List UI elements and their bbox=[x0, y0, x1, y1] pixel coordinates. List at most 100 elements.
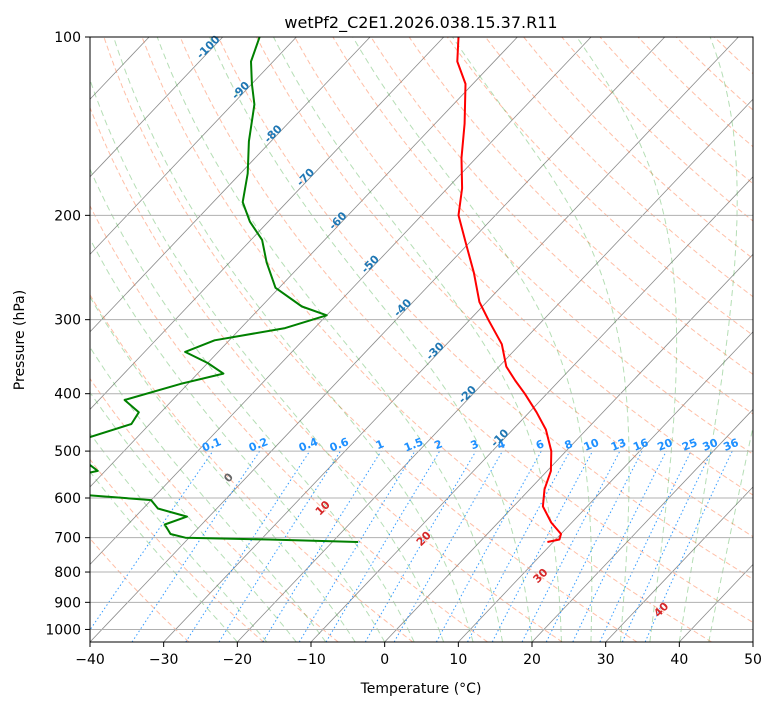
moist-adiabat-line bbox=[678, 37, 738, 642]
x-tick-label: −20 bbox=[223, 652, 253, 668]
dry-adiabat-line bbox=[103, 37, 638, 642]
mixing-ratio-label: 16 bbox=[631, 436, 650, 454]
x-axis: −40 −30 −20 −10 0 10 20 30 40 50 bbox=[75, 642, 762, 668]
x-tick-label: 50 bbox=[744, 652, 762, 668]
isotherm-line bbox=[605, 486, 753, 642]
pressure-gridlines bbox=[90, 37, 753, 630]
dry-adiabat-line bbox=[561, 37, 753, 222]
x-tick-label: 10 bbox=[449, 652, 467, 668]
y-tick-label: 1000 bbox=[45, 622, 81, 638]
dry-adiabat-line bbox=[90, 458, 264, 642]
moist-adiabat-line bbox=[90, 237, 386, 642]
y-tick-label: 400 bbox=[54, 387, 81, 403]
mixing-ratio-line bbox=[298, 450, 416, 642]
moist-adiabat-line bbox=[90, 391, 297, 642]
dry-adiabat-line bbox=[752, 37, 753, 39]
mixing-ratio-line bbox=[262, 450, 382, 642]
y-tick-label: 800 bbox=[54, 565, 81, 581]
isotherm-line bbox=[531, 408, 753, 642]
moist-adiabat-line bbox=[113, 37, 474, 642]
y-tick-label: 700 bbox=[54, 531, 81, 547]
y-tick-label: 300 bbox=[54, 313, 81, 329]
isotherm-line bbox=[752, 641, 753, 642]
mixing-ratio-line bbox=[90, 450, 214, 631]
isotherm-line bbox=[90, 37, 445, 410]
dry-adiabat-line bbox=[370, 37, 753, 415]
isotherm-line bbox=[90, 37, 592, 566]
mixing-ratio-label: 1 bbox=[374, 437, 386, 452]
moist-adiabat-line bbox=[576, 37, 678, 642]
mixing-ratio-label: 13 bbox=[609, 436, 628, 454]
moist-adiabat-line bbox=[352, 37, 593, 642]
dry-adiabat-line bbox=[90, 537, 190, 642]
y-axis-label: Pressure (hPa) bbox=[12, 290, 28, 390]
y-tick-label: 100 bbox=[54, 30, 81, 46]
moist-adiabat-line bbox=[708, 424, 753, 642]
moist-adiabat-line bbox=[90, 432, 268, 642]
moist-adiabat-line bbox=[90, 295, 356, 642]
isotherm-line bbox=[0, 37, 2, 642]
x-tick-label: 20 bbox=[523, 652, 541, 668]
y-tick-label: 900 bbox=[54, 595, 81, 611]
moist-adiabat-line bbox=[90, 78, 445, 642]
moist-adiabat-line bbox=[90, 346, 327, 642]
isotherm-line bbox=[90, 37, 371, 333]
x-tick-label: 40 bbox=[670, 652, 688, 668]
y-tick-label: 200 bbox=[54, 208, 81, 224]
mixing-ratio-line bbox=[131, 450, 261, 642]
plot-background bbox=[90, 37, 753, 642]
dry-adiabat-line bbox=[179, 37, 753, 624]
mixing-ratio-label: 3 bbox=[469, 437, 481, 452]
mixing-ratio-line bbox=[572, 450, 667, 642]
moist-adiabat-line bbox=[90, 470, 238, 642]
mixing-ratio-label: 36 bbox=[721, 436, 740, 454]
dry-adiabat-line bbox=[637, 37, 753, 148]
x-axis-label: Temperature (°C) bbox=[360, 681, 482, 697]
plot-frame bbox=[89, 36, 754, 643]
mixing-ratio-line bbox=[545, 450, 643, 642]
dry-adiabat-line bbox=[408, 37, 753, 375]
isotherm-line bbox=[90, 37, 666, 642]
isotherm-line bbox=[384, 253, 753, 642]
dry-adiabat-line bbox=[256, 37, 753, 538]
dry-adiabat-line bbox=[332, 37, 753, 455]
moist-adiabat-line bbox=[156, 37, 503, 642]
isotherm-line bbox=[163, 37, 739, 642]
moist-adiabat-line bbox=[273, 37, 562, 642]
moist-adiabat-line bbox=[209, 37, 533, 642]
x-tick-label: −10 bbox=[296, 652, 326, 668]
x-tick-label: 0 bbox=[380, 652, 389, 668]
mixing-ratio-line bbox=[185, 450, 311, 642]
mixing-ratio-line bbox=[218, 450, 341, 642]
mixing-ratio-line bbox=[393, 450, 503, 642]
mixing-ratio-label: 2 bbox=[432, 437, 444, 452]
mixing-ratio-label: 20 bbox=[655, 436, 674, 454]
x-tick-label: −30 bbox=[149, 652, 179, 668]
profile-lines bbox=[90, 37, 562, 543]
dry-adiabat-line bbox=[90, 204, 488, 642]
dry-adiabat-line bbox=[485, 37, 753, 298]
dry-adiabat-line bbox=[294, 37, 753, 496]
profile-line bbox=[90, 37, 359, 543]
x-tick-label: −40 bbox=[75, 652, 105, 668]
isotherm-line bbox=[90, 37, 518, 488]
mixing-ratio-label: 10 bbox=[582, 436, 601, 454]
mixing-ratio-line bbox=[644, 450, 733, 642]
isotherm-line bbox=[90, 37, 224, 178]
y-axis: 1000 900 800 700 600 500 400 300 200 100 bbox=[45, 30, 90, 638]
y-tick-label: 600 bbox=[54, 491, 81, 507]
background-lines bbox=[0, 37, 753, 642]
dry-adiabat-line bbox=[141, 37, 712, 642]
mixing-ratio-line bbox=[435, 450, 542, 642]
isotherm-line bbox=[90, 37, 297, 255]
mixing-ratio-label: 8 bbox=[563, 437, 575, 452]
dry-adiabat-line bbox=[217, 37, 753, 580]
x-tick-label: 30 bbox=[597, 652, 615, 668]
isotherm-line bbox=[310, 176, 753, 642]
mixing-ratio-line bbox=[467, 450, 571, 642]
dry-adiabat-line bbox=[90, 293, 414, 642]
mixing-ratio-label: 25 bbox=[680, 436, 699, 454]
y-tick-label: 500 bbox=[54, 444, 81, 460]
profile-line bbox=[456, 37, 562, 543]
